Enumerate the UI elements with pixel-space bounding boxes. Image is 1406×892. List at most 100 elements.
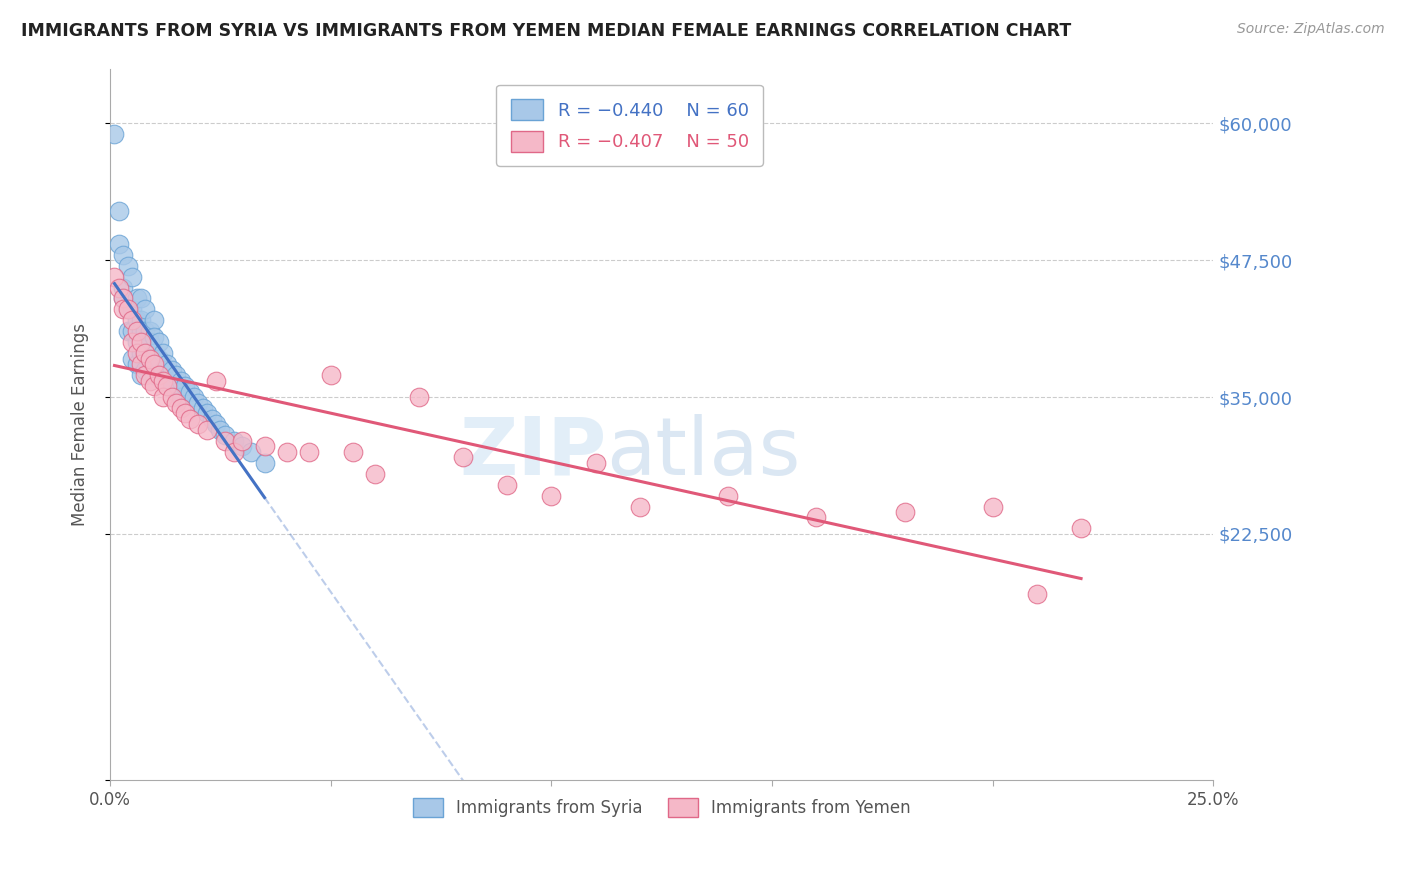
Point bbox=[125, 335, 148, 350]
Point bbox=[174, 407, 197, 421]
Point bbox=[165, 395, 187, 409]
Point bbox=[125, 324, 148, 338]
Point bbox=[139, 351, 162, 366]
Point bbox=[108, 203, 131, 218]
Text: ZIP: ZIP bbox=[460, 414, 606, 491]
Point bbox=[364, 467, 387, 481]
Point bbox=[121, 302, 143, 317]
Legend: Immigrants from Syria, Immigrants from Yemen: Immigrants from Syria, Immigrants from Y… bbox=[405, 789, 920, 825]
Point bbox=[121, 313, 143, 327]
Point bbox=[148, 368, 170, 383]
Point bbox=[117, 302, 139, 317]
Point bbox=[170, 390, 193, 404]
Point bbox=[156, 379, 179, 393]
Point bbox=[183, 390, 205, 404]
Point bbox=[165, 384, 187, 399]
Point bbox=[981, 500, 1004, 514]
Point bbox=[139, 351, 162, 366]
Point bbox=[179, 384, 201, 399]
Point bbox=[628, 500, 651, 514]
Point bbox=[112, 302, 135, 317]
Point bbox=[121, 335, 143, 350]
Point bbox=[125, 292, 148, 306]
Point bbox=[134, 368, 156, 383]
Text: atlas: atlas bbox=[606, 414, 801, 491]
Point bbox=[125, 346, 148, 360]
Point bbox=[117, 259, 139, 273]
Point bbox=[806, 510, 828, 524]
Point bbox=[179, 412, 201, 426]
Point bbox=[121, 269, 143, 284]
Point bbox=[121, 351, 143, 366]
Point bbox=[148, 351, 170, 366]
Point bbox=[156, 357, 179, 371]
Point bbox=[222, 434, 245, 448]
Point bbox=[143, 357, 166, 371]
Point bbox=[174, 379, 197, 393]
Point bbox=[253, 456, 276, 470]
Point bbox=[156, 374, 179, 388]
Point bbox=[893, 505, 915, 519]
Point bbox=[103, 269, 125, 284]
Point bbox=[298, 444, 321, 458]
Point bbox=[129, 335, 152, 350]
Point bbox=[222, 444, 245, 458]
Point bbox=[152, 362, 174, 376]
Point bbox=[129, 368, 152, 383]
Point bbox=[112, 280, 135, 294]
Point bbox=[134, 302, 156, 317]
Point bbox=[148, 368, 170, 383]
Point bbox=[191, 401, 214, 415]
Point bbox=[319, 368, 342, 383]
Point bbox=[129, 357, 152, 371]
Point bbox=[170, 401, 193, 415]
Point bbox=[134, 324, 156, 338]
Point bbox=[129, 292, 152, 306]
Point bbox=[214, 428, 236, 442]
Point bbox=[170, 374, 193, 388]
Point bbox=[231, 439, 253, 453]
Point bbox=[160, 379, 183, 393]
Point bbox=[112, 248, 135, 262]
Point bbox=[231, 434, 253, 448]
Point bbox=[165, 368, 187, 383]
Point bbox=[152, 374, 174, 388]
Point bbox=[342, 444, 364, 458]
Point bbox=[1070, 521, 1092, 535]
Point bbox=[139, 335, 162, 350]
Point bbox=[143, 379, 166, 393]
Point bbox=[143, 330, 166, 344]
Point bbox=[276, 444, 298, 458]
Point bbox=[121, 324, 143, 338]
Point bbox=[129, 313, 152, 327]
Point bbox=[451, 450, 474, 465]
Point bbox=[214, 434, 236, 448]
Point bbox=[108, 236, 131, 251]
Point bbox=[717, 489, 740, 503]
Y-axis label: Median Female Earnings: Median Female Earnings bbox=[72, 323, 89, 526]
Point bbox=[125, 357, 148, 371]
Point bbox=[253, 439, 276, 453]
Point bbox=[129, 346, 152, 360]
Point bbox=[240, 444, 263, 458]
Point bbox=[143, 368, 166, 383]
Point bbox=[205, 417, 228, 432]
Point bbox=[152, 346, 174, 360]
Point bbox=[117, 302, 139, 317]
Point bbox=[205, 374, 228, 388]
Point bbox=[408, 390, 430, 404]
Point bbox=[195, 423, 218, 437]
Point bbox=[152, 390, 174, 404]
Point bbox=[148, 335, 170, 350]
Point bbox=[112, 292, 135, 306]
Point bbox=[143, 313, 166, 327]
Point bbox=[117, 324, 139, 338]
Point bbox=[200, 412, 222, 426]
Point bbox=[209, 423, 232, 437]
Point bbox=[540, 489, 562, 503]
Point bbox=[585, 456, 607, 470]
Point bbox=[139, 374, 162, 388]
Point bbox=[129, 324, 152, 338]
Text: IMMIGRANTS FROM SYRIA VS IMMIGRANTS FROM YEMEN MEDIAN FEMALE EARNINGS CORRELATIO: IMMIGRANTS FROM SYRIA VS IMMIGRANTS FROM… bbox=[21, 22, 1071, 40]
Point bbox=[187, 395, 209, 409]
